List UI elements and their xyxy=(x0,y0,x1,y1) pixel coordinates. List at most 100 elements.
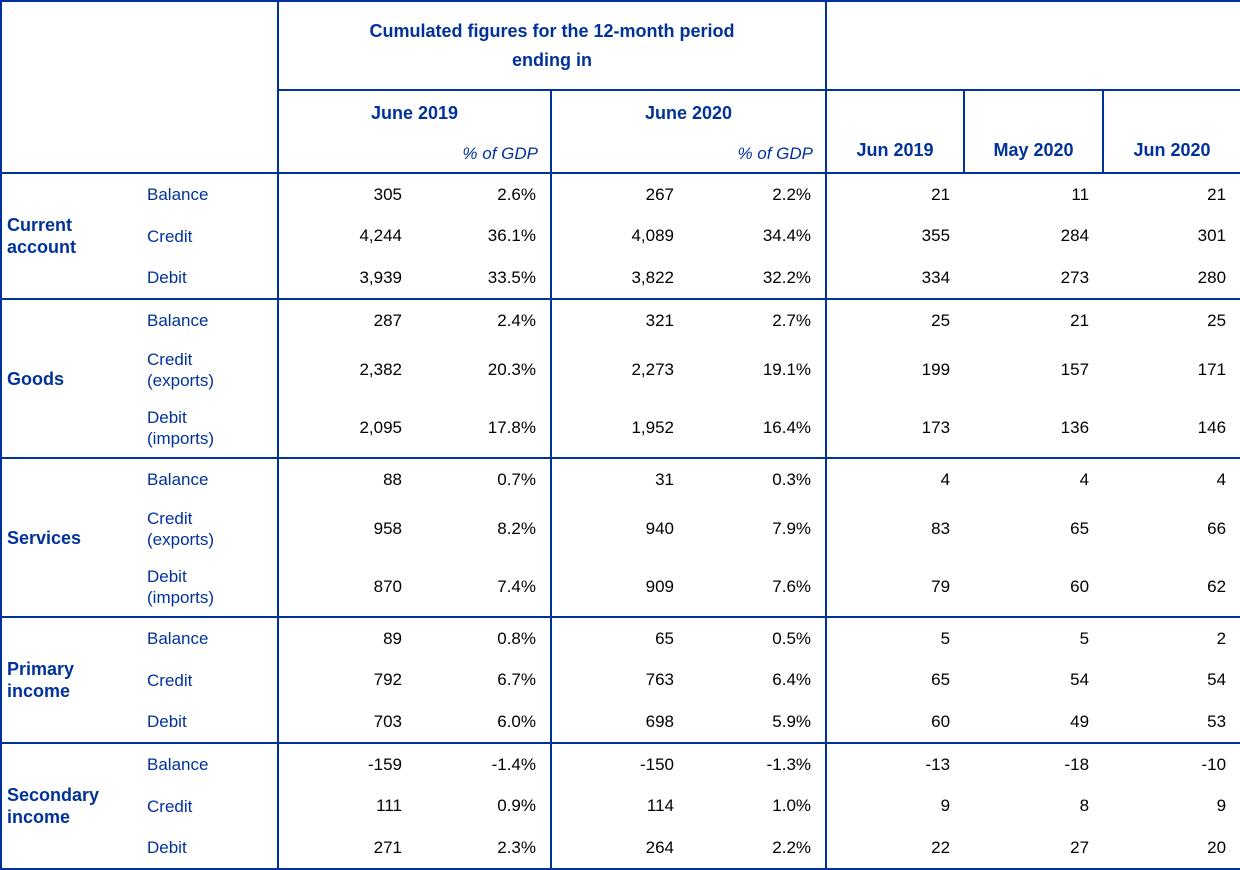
cell-jun-2019: 5 xyxy=(826,616,965,659)
cell-jun-2019: 60 xyxy=(931,711,951,731)
cell-cum-2019-pct: 2.3% xyxy=(416,827,552,869)
cell-jun-2020: 62 xyxy=(1207,577,1227,596)
period-header-june-2019: June 2019 xyxy=(278,90,552,135)
cell-cum-2020-pct: 16.4% xyxy=(688,399,828,458)
cell-jun-2019: 199 xyxy=(921,360,951,379)
cell-may-2020: 49 xyxy=(1070,711,1090,731)
cell-cum-2019-value: 958 xyxy=(373,519,402,538)
cell-jun-2020: 146 xyxy=(1197,418,1227,437)
cell-cum-2019-value: 111 xyxy=(376,796,402,815)
cell-cum-2020-value: 1,952 xyxy=(631,418,674,437)
cell-cum-2019-value: 88 xyxy=(278,457,416,500)
cell-cum-2019-value: 2,382 xyxy=(359,360,402,379)
cell-cum-2020-value: 909 xyxy=(645,577,674,596)
table-row: Secondary income Balance -159 -1.4% -150… xyxy=(1,742,1240,869)
cell-cum-2020-value: 763 xyxy=(645,670,674,689)
cell-jun-2020: 2 xyxy=(1103,616,1240,659)
cell-cum-2019-pct: 20.3% xyxy=(416,341,552,399)
cell-cum-2019-value: 271 xyxy=(373,837,402,857)
cell-may-2020: 284 xyxy=(1060,226,1090,245)
cell-may-2020: 273 xyxy=(1060,267,1090,287)
row-label: Credit (exports) xyxy=(141,500,279,558)
period-header-june-2020: June 2020 xyxy=(551,90,828,135)
cell-cum-2020-pct: 0.3% xyxy=(688,457,828,500)
cell-may-2020: -18 xyxy=(964,742,1104,785)
section-label-goods: Goods xyxy=(1,298,141,458)
row-label: Credit (exports) xyxy=(141,341,279,399)
cell-cum-2019-pct: 33.5% xyxy=(416,257,552,299)
cell-cum-2020-value: 321 xyxy=(551,298,688,341)
cell-may-2020: 54 xyxy=(1070,670,1090,689)
cell-cum-2020-value: 114 xyxy=(646,796,674,815)
table-row: Current account Balance 305 2.6% 267 2.2… xyxy=(1,172,1240,299)
cell-jun-2020: 20 xyxy=(1207,837,1227,857)
cell-cum-2019-value: -159 xyxy=(278,742,416,785)
cell-jun-2019: 355 xyxy=(921,226,951,245)
header-row-title: Cumulated figures for the 12-month perio… xyxy=(1,1,1240,173)
cell-jun-2020: 54 xyxy=(1207,670,1227,689)
cell-may-2020: 4 xyxy=(964,457,1104,500)
cell-jun-2020: 21 xyxy=(1103,172,1240,215)
cell-cum-2020-value: 31 xyxy=(551,457,688,500)
header-row-periods: June 2019 June 2020 Jun 2019 May 2020 Ju… xyxy=(1,90,1240,173)
cell-cum-2019-value: 703 xyxy=(373,711,402,731)
cell-cum-2019-pct: 36.1% xyxy=(416,215,552,257)
cell-cum-2020-pct: -1.3% xyxy=(688,742,828,785)
table-row: Credit (exports) 2,382 20.3% 2,273 19.1%… xyxy=(1,341,1240,399)
cell-jun-2019: 4 xyxy=(826,457,965,500)
cell-cum-2020-value: 4,089 xyxy=(631,226,674,245)
cell-cum-2020-value: 65 xyxy=(551,616,688,659)
cell-cum-2020-value: 698 xyxy=(645,711,674,731)
cell-jun-2020: 301 xyxy=(1197,226,1227,245)
section-label-primary-income: Primary income xyxy=(1,616,141,743)
section-label-services: Services xyxy=(1,457,141,617)
table-row: Credit 792 6.7% 763 6.4% 65 54 54 xyxy=(1,659,1240,701)
cell-cum-2019-pct: 6.0% xyxy=(416,701,552,743)
table-row: Debit 703 6.0% 698 5.9% 60 49 53 xyxy=(1,701,1240,743)
table-row: Goods Balance 287 2.4% 321 2.7% 25 21 25 xyxy=(1,298,1240,458)
cell-cum-2020-pct: 19.1% xyxy=(688,341,828,399)
cell-may-2020: 65 xyxy=(1070,519,1090,538)
cell-jun-2019: 21 xyxy=(826,172,965,215)
cell-cum-2020-pct: 2.2% xyxy=(688,827,828,869)
cell-cum-2019-value: 870 xyxy=(373,577,402,596)
cell-cum-2020-value: -150 xyxy=(551,742,688,785)
pct-gdp-header-2019: % of GDP xyxy=(416,135,552,173)
cell-jun-2019: 79 xyxy=(931,577,951,596)
empty-cell xyxy=(551,135,688,173)
cell-jun-2019: 25 xyxy=(826,298,965,341)
cell-cum-2019-value: 4,244 xyxy=(359,226,402,245)
cell-cum-2019-value: 2,095 xyxy=(359,418,402,437)
cell-cum-2020-value: 267 xyxy=(551,172,688,215)
section-label-current-account: Current account xyxy=(1,172,141,299)
row-label: Balance xyxy=(141,742,279,785)
row-label: Credit xyxy=(141,215,279,257)
cell-may-2020: 27 xyxy=(1070,837,1090,857)
table-row: Primary income Balance 89 0.8% 65 0.5% 5… xyxy=(1,616,1240,743)
cell-may-2020: 8 xyxy=(1079,796,1090,815)
cell-jun-2020: 25 xyxy=(1103,298,1240,341)
cell-cum-2019-value: 305 xyxy=(278,172,416,215)
table-row: Debit 3,939 33.5% 3,822 32.2% 334 273 28… xyxy=(1,257,1240,299)
row-label: Credit xyxy=(141,659,279,701)
cell-may-2020: 136 xyxy=(1060,418,1090,437)
cell-jun-2020: -10 xyxy=(1103,742,1240,785)
cell-cum-2019-pct: -1.4% xyxy=(416,742,552,785)
cell-jun-2019: 9 xyxy=(940,796,951,815)
cell-cum-2019-value: 89 xyxy=(278,616,416,659)
table-row: Credit 111 0.9% 114 1.0% 9 8 9 xyxy=(1,785,1240,827)
header-row-pct-gdp: % of GDP % of GDP xyxy=(1,135,1240,173)
cell-cum-2020-pct: 6.4% xyxy=(688,659,828,701)
table-row: Services Balance 88 0.7% 31 0.3% 4 4 4 xyxy=(1,457,1240,617)
cell-cum-2019-pct: 6.7% xyxy=(416,659,552,701)
table-row: Debit 271 2.3% 264 2.2% 22 27 20 xyxy=(1,827,1240,869)
cell-may-2020: 21 xyxy=(964,298,1104,341)
cell-cum-2019-pct: 0.8% xyxy=(416,616,552,659)
row-label: Credit xyxy=(141,785,279,827)
cell-jun-2019: -13 xyxy=(826,742,965,785)
cell-cum-2020-pct: 5.9% xyxy=(688,701,828,743)
row-label: Balance xyxy=(141,457,279,500)
cell-jun-2020: 4 xyxy=(1103,457,1240,500)
table-row: Credit (exports) 958 8.2% 940 7.9% 83 65… xyxy=(1,500,1240,558)
